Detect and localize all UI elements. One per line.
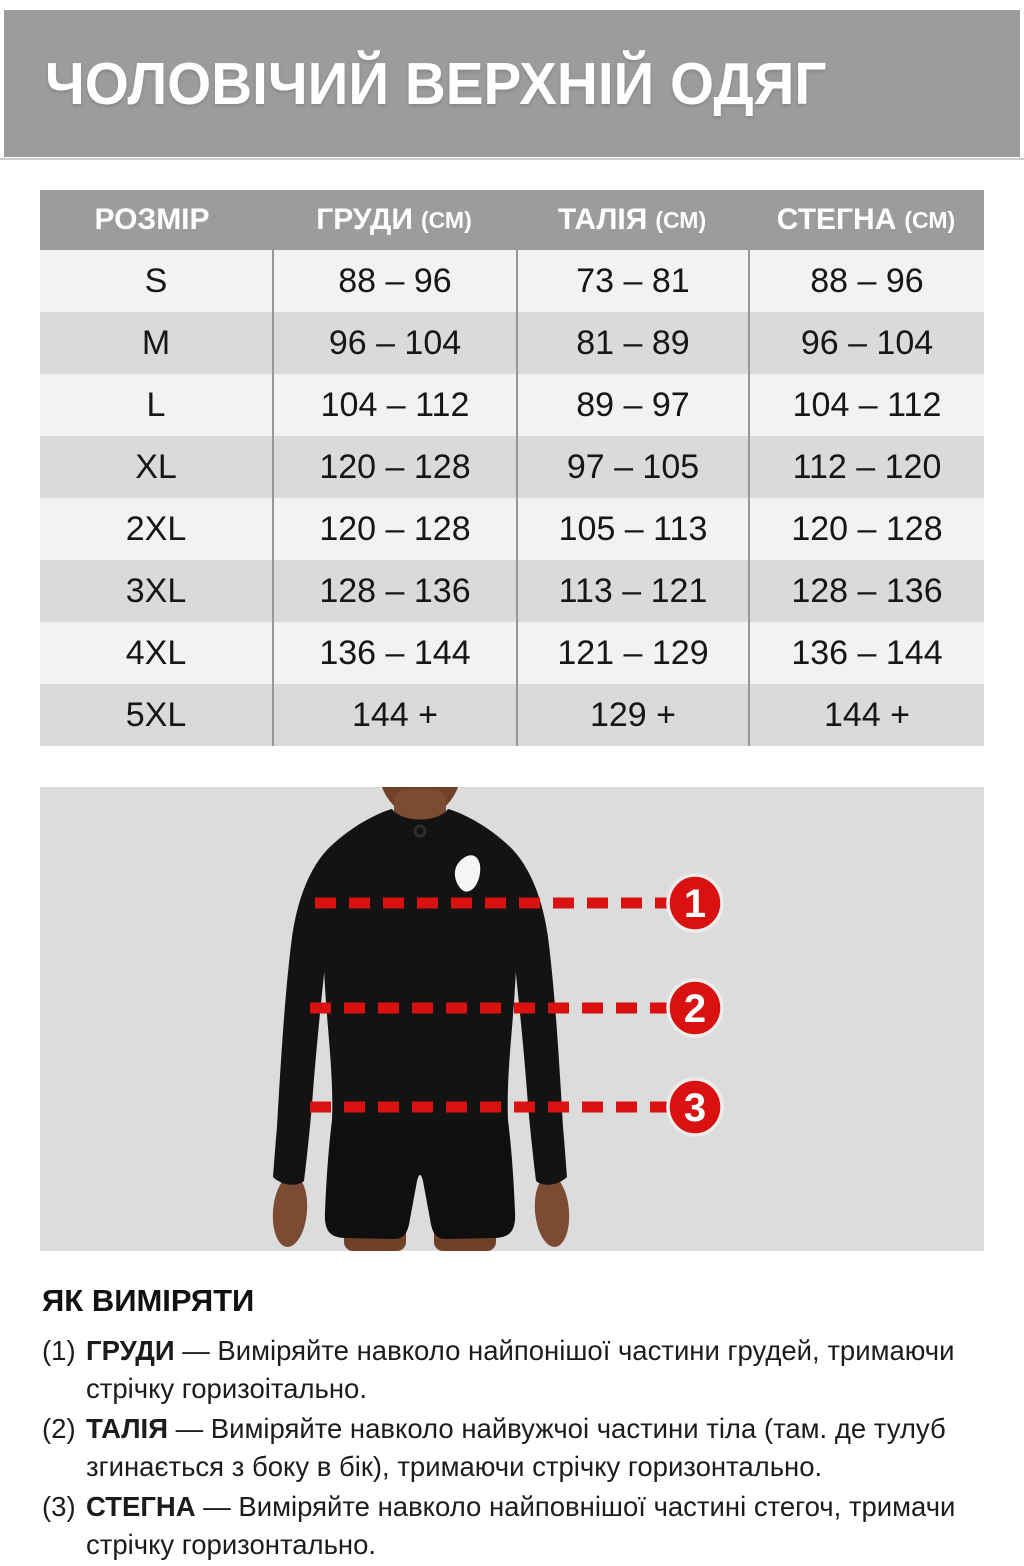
- marker-3-badge: [666, 1077, 724, 1137]
- column-header-hips: СТЕГНА (СМ): [748, 190, 984, 250]
- table-row: 2XL 120 – 128 105 – 113 120 – 128: [40, 498, 984, 560]
- measure-item-waist: (2) ТАЛІЯ — Виміряйте навколо найвужчоі …: [42, 1410, 1018, 1486]
- model-photo: 1 2 3: [40, 787, 984, 1251]
- table-row: S 88 – 96 73 – 81 88 – 96: [40, 250, 984, 312]
- measurement-diagram: 1 2 3: [40, 787, 984, 1251]
- table-row: M 96 – 104 81 – 89 96 – 104: [40, 312, 984, 374]
- marker-1-badge: [666, 873, 724, 933]
- measure-item-chest: (1) ГРУДИ — Виміряйте навколо найпонішої…: [42, 1332, 1018, 1408]
- table-row: XL 120 – 128 97 – 105 112 – 120: [40, 436, 984, 498]
- hips-cell: 120 – 128: [748, 498, 984, 560]
- hips-cell: 136 – 144: [748, 622, 984, 684]
- measure-markers: 1 2 3: [666, 873, 724, 1137]
- column-header-label: СТЕГНА: [776, 203, 897, 236]
- model-sleeve-right: [508, 845, 567, 1185]
- item-number: (1): [42, 1335, 76, 1366]
- column-header-label: ГРУДИ: [316, 203, 413, 236]
- size-label: 3XL: [125, 571, 187, 610]
- size-label: 4XL: [125, 633, 187, 672]
- measure-item-hips: (3) СТЕГНА — Виміряйте навколо найповніш…: [42, 1488, 1018, 1564]
- column-header-waist: ТАЛІЯ (СМ): [516, 190, 748, 250]
- chest-cell: 128 – 136: [272, 560, 516, 622]
- table-row: 5XL 144 + 129 + 144 +: [40, 684, 984, 746]
- size-label: M: [141, 323, 171, 362]
- hips-cell: 128 – 136: [748, 560, 984, 622]
- waist-cell: 105 – 113: [516, 498, 748, 560]
- waist-cell: 113 – 121: [516, 560, 748, 622]
- size-table: РОЗМІР ГРУДИ (СМ) ТАЛІЯ (СМ) СТЕГНА (СМ) S …: [40, 190, 984, 746]
- waist-cell: 73 – 81: [516, 250, 748, 312]
- item-label: СТЕГНА: [86, 1491, 196, 1522]
- item-text-line2: стрічку горизонтально.: [86, 1529, 377, 1560]
- banner-divider: [0, 158, 1024, 160]
- page-header: ЧОЛОВІЧИЙ ВЕРХНІЙ ОДЯГ: [4, 10, 1020, 157]
- hips-cell: 96 – 104: [748, 312, 984, 374]
- brand-logo-icon: [454, 855, 481, 892]
- chest-cell: 88 – 96: [272, 250, 516, 312]
- hips-cell: 104 – 112: [748, 374, 984, 436]
- chest-cell: 136 – 144: [272, 622, 516, 684]
- table-row: L 104 – 112 89 – 97 104 – 112: [40, 374, 984, 436]
- waist-cell: 121 – 129: [516, 622, 748, 684]
- marker-3-number: 3: [684, 1086, 706, 1130]
- how-to-measure-section: ЯК ВИМІРЯТИ (1) ГРУДИ — Виміряйте навкол…: [42, 1283, 1018, 1566]
- table-row: 3XL 128 – 136 113 – 121 128 – 136: [40, 560, 984, 622]
- chest-cell: 96 – 104: [272, 312, 516, 374]
- hips-cell: 144 +: [748, 684, 984, 746]
- item-text-line1: — Виміряйте навколо найпонішої частини г…: [182, 1335, 955, 1366]
- waist-cell: 89 – 97: [516, 374, 748, 436]
- waist-cell: 97 – 105: [516, 436, 748, 498]
- waist-cell: 81 – 89: [516, 312, 748, 374]
- size-label: XL: [135, 447, 177, 486]
- zipper-pull: [413, 824, 427, 838]
- column-header-label: ТАЛІЯ: [557, 203, 648, 236]
- item-number: (2): [42, 1413, 76, 1444]
- hips-cell: 112 – 120: [748, 436, 984, 498]
- size-label: L: [146, 385, 166, 424]
- size-label: S: [144, 261, 168, 300]
- chest-cell: 120 – 128: [272, 498, 516, 560]
- model-shirt-torso: [323, 809, 517, 1120]
- chest-cell: 120 – 128: [272, 436, 516, 498]
- marker-2-number: 2: [684, 987, 706, 1031]
- waist-cell: 129 +: [516, 684, 748, 746]
- marker-2-badge: [666, 978, 724, 1038]
- unit-label: (СМ): [420, 206, 472, 233]
- column-header-label: РОЗМІР: [94, 203, 210, 236]
- column-header-chest: ГРУДИ (СМ): [272, 190, 516, 250]
- marker-1-number: 1: [684, 882, 706, 926]
- unit-label: (СМ): [904, 206, 956, 233]
- model-hand-left: [272, 1175, 308, 1247]
- size-label: 2XL: [125, 509, 187, 548]
- chest-cell: 104 – 112: [272, 374, 516, 436]
- table-header-row: РОЗМІР ГРУДИ (СМ) ТАЛІЯ (СМ) СТЕГНА (СМ): [40, 190, 984, 250]
- item-text-line1: — Виміряйте навколо найвужчоі частини ті…: [175, 1413, 946, 1444]
- table-body: S 88 – 96 73 – 81 88 – 96 M 96 – 104 81 …: [40, 250, 984, 746]
- section-heading: ЯК ВИМІРЯТИ: [42, 1283, 255, 1318]
- item-text-line2: стрічку горизоітально.: [86, 1373, 367, 1404]
- page-title: ЧОЛОВІЧИЙ ВЕРХНІЙ ОДЯГ: [45, 50, 827, 117]
- item-number: (3): [42, 1491, 76, 1522]
- measure-lines: [310, 897, 669, 1113]
- column-header-size: РОЗМІР: [40, 190, 272, 250]
- table-row: 4XL 136 – 144 121 – 129 136 – 144: [40, 622, 984, 684]
- item-label: ГРУДИ: [86, 1335, 175, 1366]
- item-text-line1: — Виміряйте навколо найповнішої частині …: [203, 1491, 956, 1522]
- model-shorts: [324, 1120, 516, 1239]
- model-sleeve-left: [273, 845, 332, 1185]
- chest-cell: 144 +: [272, 684, 516, 746]
- item-label: ТАЛІЯ: [86, 1413, 168, 1444]
- model-figure: [272, 787, 570, 1251]
- size-label: 5XL: [125, 695, 187, 734]
- model-hand-right: [534, 1175, 570, 1247]
- unit-label: (СМ): [655, 206, 707, 233]
- item-text-line2: згинається з боку в бік), тримаючи стріч…: [86, 1451, 823, 1482]
- hips-cell: 88 – 96: [748, 250, 984, 312]
